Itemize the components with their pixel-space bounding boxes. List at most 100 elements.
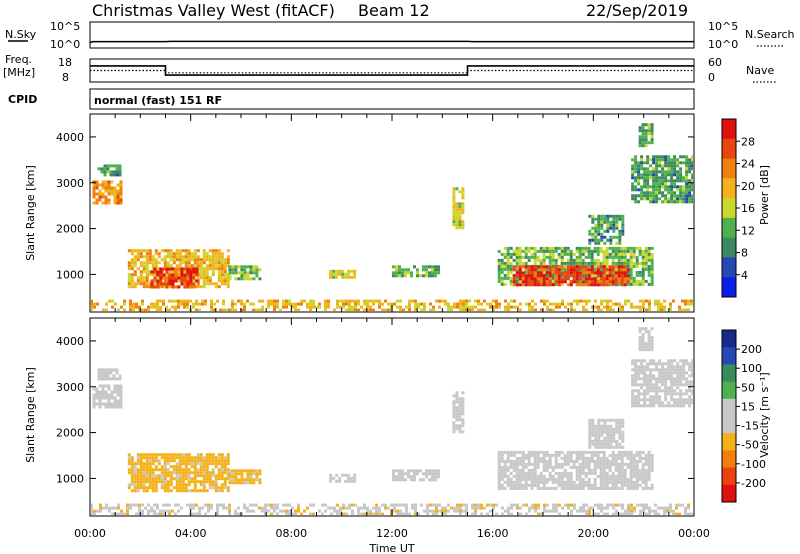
velocity-cell [591,430,595,434]
velocity-cell [518,462,522,466]
velocity-cell [189,503,192,507]
velocity-cell [429,509,432,513]
power-cell [145,267,149,271]
power-cell [647,282,651,286]
power-cell [575,249,579,253]
power-cell [175,255,179,259]
velocity-cell [163,459,167,463]
velocity-cell [288,503,291,507]
velocity-cell [554,465,558,469]
power-cell [684,302,687,306]
power-cell [339,305,342,309]
velocity-cell [631,377,635,381]
power-cell [528,308,531,311]
power-cell [497,258,501,262]
power-cell [691,197,693,201]
power-cell [533,277,537,281]
power-cell [177,267,181,271]
velocity-colorbar-swatch-0 [722,330,736,348]
power-cell [644,141,648,145]
velocity-cell [518,468,522,472]
power-cell [147,305,150,309]
power-cell [673,200,677,204]
power-colorbar-swatch-5 [722,217,736,239]
velocity-cell [107,396,111,400]
power-cell [643,167,647,171]
velocity-cell [608,468,612,472]
velocity-cell [387,506,390,510]
power-cell [594,223,598,227]
power-cell [590,283,594,287]
velocity-cell [208,483,212,487]
velocity-cell [99,503,102,507]
velocity-cell [638,342,642,346]
power-cell [679,194,683,198]
power-cell [285,299,288,303]
power-cell [431,274,434,278]
power-cell [503,282,507,286]
power-cell [593,249,597,253]
velocity-cell [512,465,516,469]
power-cell [629,273,633,277]
power-cell [575,258,579,262]
power-cell [92,189,96,193]
power-cell [617,255,621,259]
power-cell [231,302,234,306]
power-colorbar-tick-label-2: 12 [741,224,755,237]
power-cell [527,258,531,262]
power-cell [162,282,166,286]
velocity-cell [172,453,176,457]
velocity-cell [530,477,534,481]
power-cell [638,141,642,145]
velocity-cell [335,479,339,483]
power-cell [116,195,120,199]
power-cell [297,302,300,306]
velocity-cell [249,472,253,476]
power-cell [646,182,650,186]
power-cell [187,258,191,262]
power-cell [599,261,603,265]
velocity-cell [658,362,662,366]
power-cell [685,164,689,168]
velocity-cell [594,433,598,437]
velocity-cell [615,421,619,425]
power-cell [642,302,645,306]
power-cell [151,273,155,277]
velocity-cell [133,480,137,484]
power-cell [255,271,259,275]
power-cell [208,255,212,259]
velocity-cell [252,509,255,513]
velocity-cell [398,469,401,473]
power-cell [572,261,576,265]
velocity-cell [428,469,431,473]
power-cell [658,164,662,168]
power-cell [220,276,224,280]
velocity-cell [506,483,510,487]
velocity-cell [144,506,147,510]
power-cell [150,270,154,274]
velocity-cell [634,362,638,366]
power-cell [643,170,647,174]
power-cell [500,279,504,283]
power-cell [629,261,633,265]
velocity-cell [536,486,540,490]
velocity-cell [611,480,615,484]
power-cell [611,280,615,284]
velocity-cell [228,478,232,482]
velocity-cell [643,371,647,375]
power-cell [175,252,179,256]
velocity-cell [220,468,224,472]
velocity-cell [648,509,651,513]
velocity-cell [336,509,339,513]
velocity-cell [629,456,633,460]
power-cell [455,205,459,209]
power-cell [587,280,591,284]
power-cell [115,164,119,168]
velocity-cell [539,456,543,460]
velocity-cell [414,512,417,515]
velocity-cell [578,477,582,481]
power-cell [165,308,168,311]
power-cell [453,302,456,306]
power-cell [557,271,561,275]
velocity-cell [216,506,219,510]
